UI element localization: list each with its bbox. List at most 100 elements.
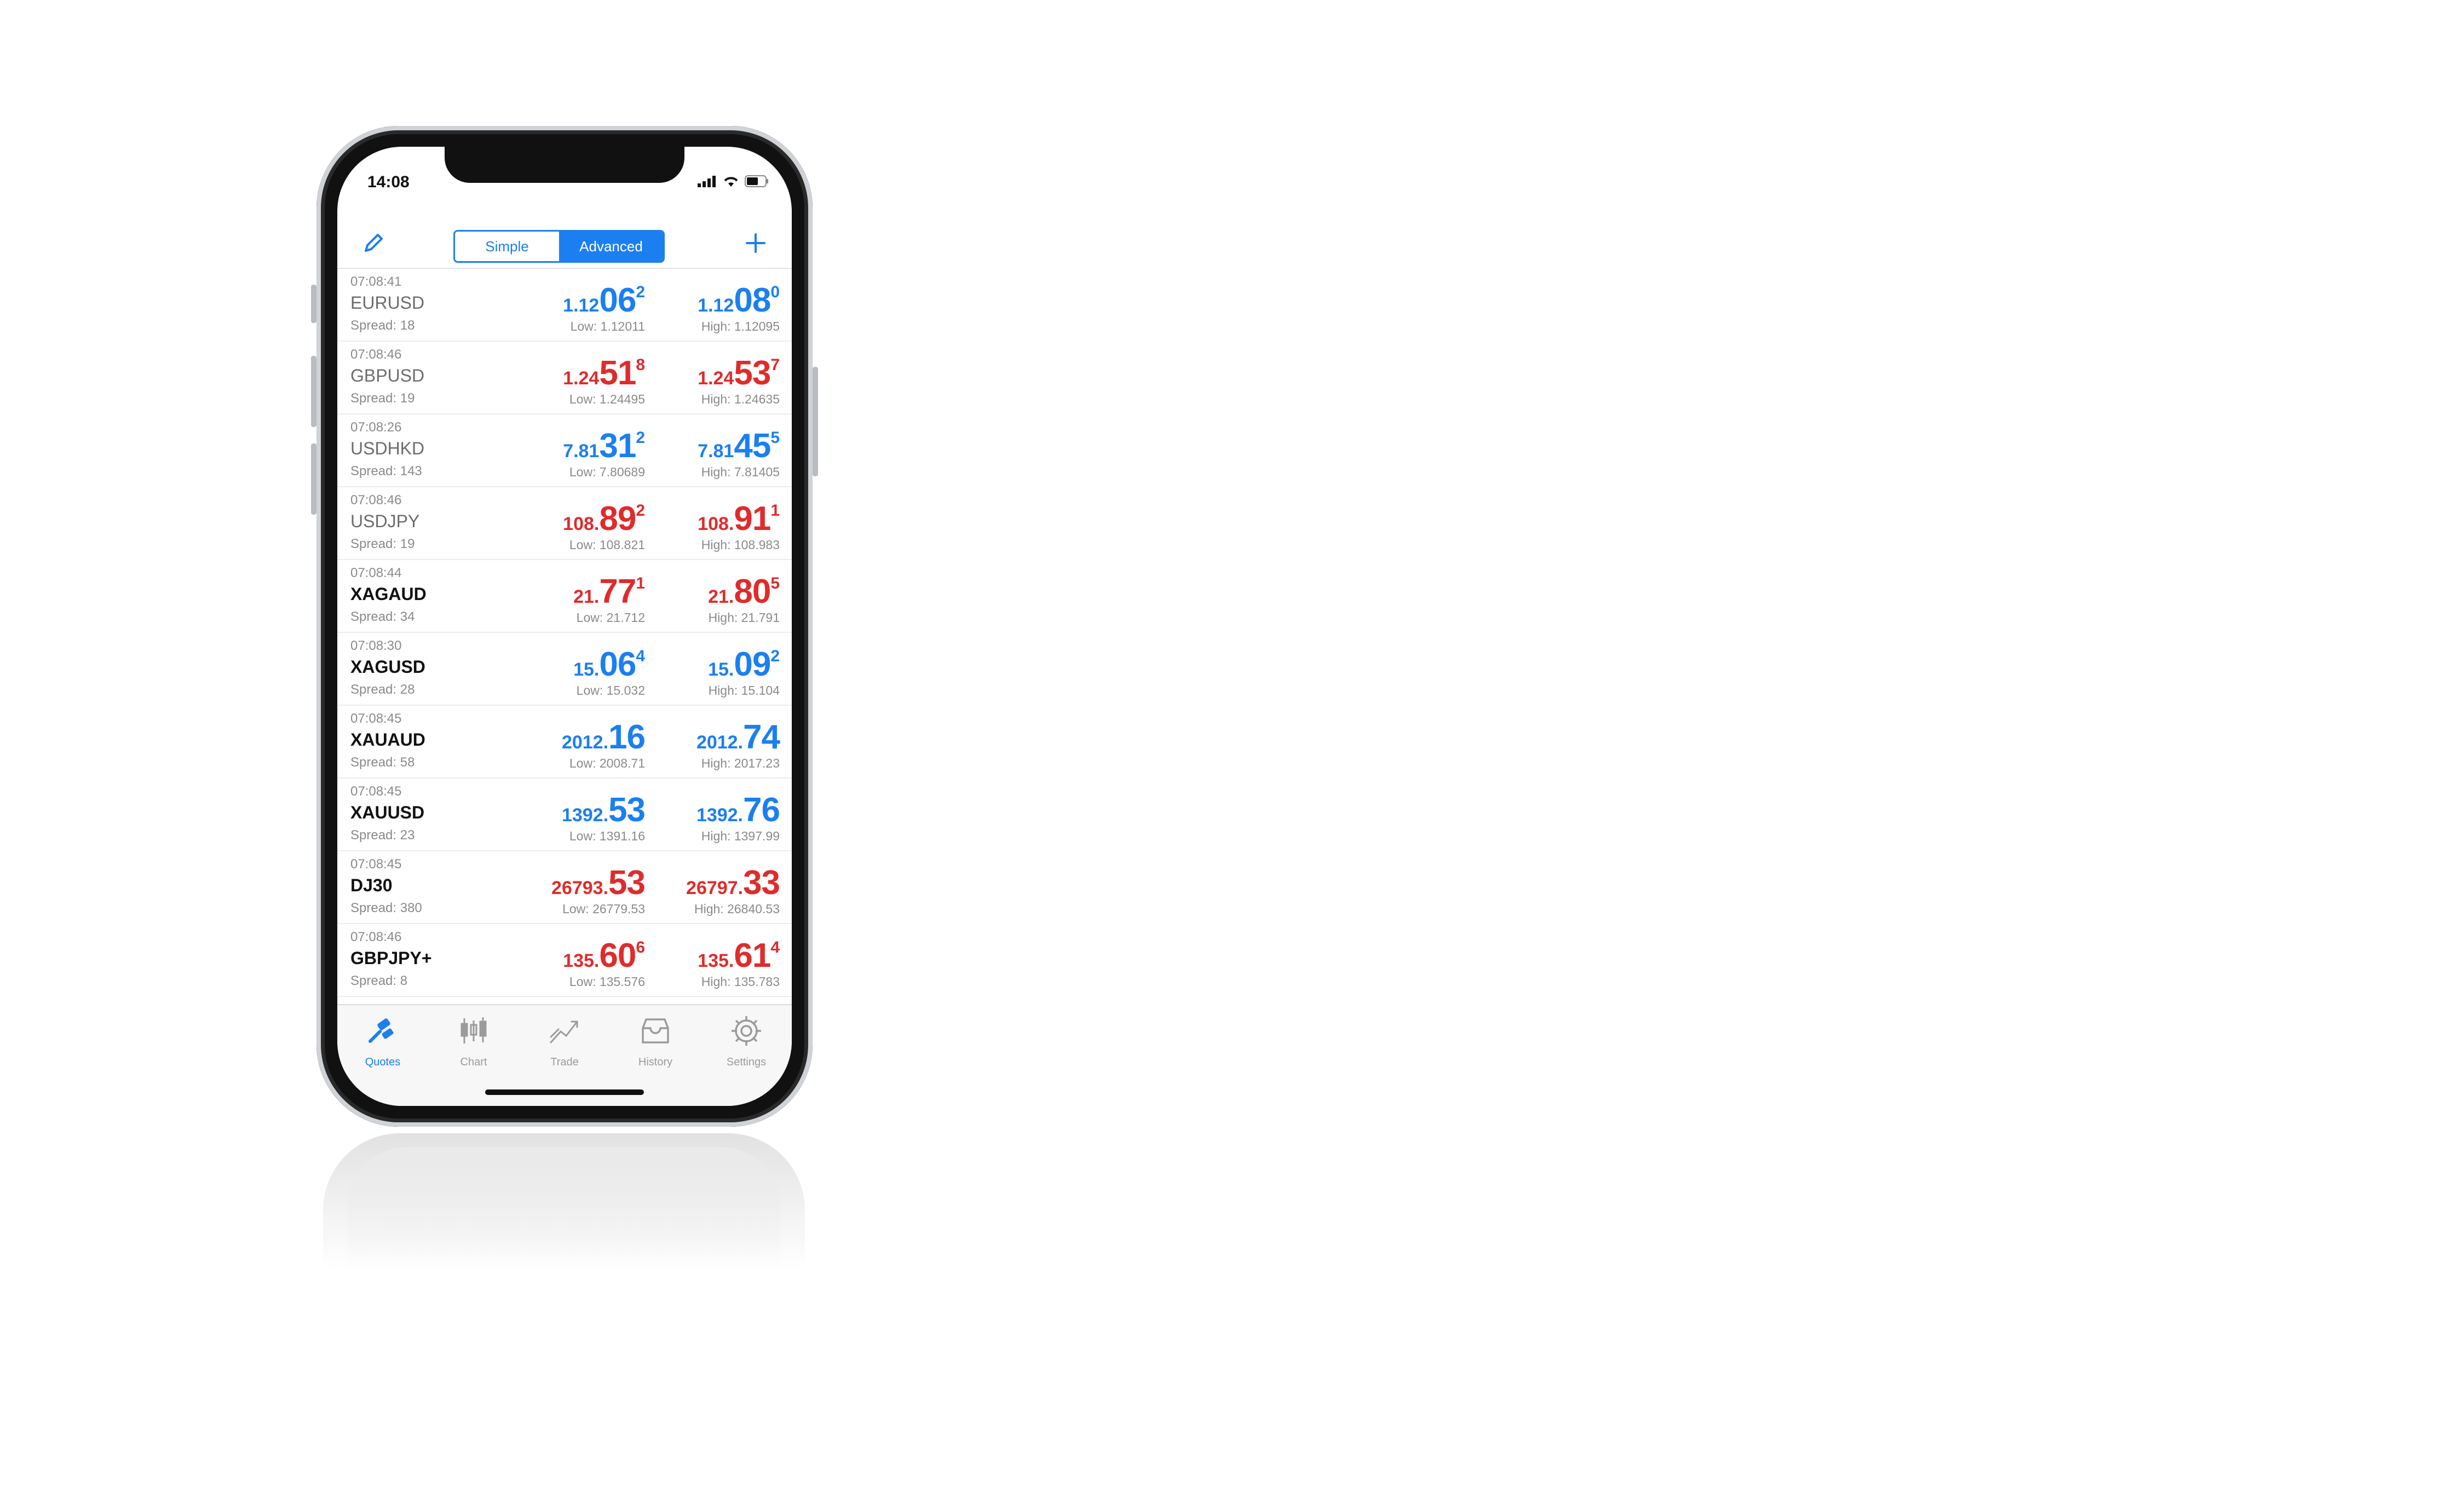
ask-price[interactable]: 1392.76: [696, 791, 780, 829]
quote-symbol: XAGAUD: [350, 584, 427, 604]
bid-price-part: 6: [636, 938, 645, 956]
bid-price-part: 15.: [573, 659, 600, 680]
ask-price[interactable]: 1.12080: [698, 281, 780, 320]
quote-spread: Spread: 8: [350, 973, 408, 988]
quote-row[interactable]: 07:08:41 EURUSD Spread: 18 1.12062 1.12080 Lo…: [337, 269, 792, 342]
bid-price[interactable]: 7.81312: [563, 426, 645, 465]
quote-row[interactable]: 07:08:26 USDHKD Spread: 143 7.81312 7.81455 L…: [337, 414, 792, 487]
tab-trade[interactable]: Trade: [519, 1005, 610, 1106]
ask-price-part: 15.: [708, 659, 734, 680]
bid-price-part: 2: [636, 429, 645, 447]
bid-price-part: 06: [599, 645, 636, 683]
ask-price-part: 5: [770, 429, 780, 447]
mode-advanced-button[interactable]: Advanced: [559, 232, 663, 261]
bid-price[interactable]: 15.064: [573, 645, 645, 684]
plus-icon: [746, 233, 765, 253]
ask-price[interactable]: 2012.74: [696, 718, 780, 757]
bid-price[interactable]: 1.12062: [563, 281, 645, 320]
bid-price[interactable]: 135.606: [563, 936, 645, 975]
ask-price[interactable]: 15.092: [708, 645, 780, 684]
bid-price[interactable]: 2012.16: [562, 718, 646, 757]
quote-row[interactable]: 07:08:30 XAGUSD Spread: 28 15.064 15.092 Low:…: [337, 633, 792, 706]
quote-symbol: USDHKD: [350, 439, 425, 458]
quote-row[interactable]: 07:08:46 GBPUSD Spread: 19 1.24518 1.24537 Lo…: [337, 342, 792, 414]
quote-high: High: 108.983: [701, 538, 780, 552]
quote-row[interactable]: 07:08:46 GBPJPY+ Spread: 8 135.606 135.614 Lo…: [337, 924, 792, 997]
add-symbol-button[interactable]: [740, 228, 771, 258]
ask-price-part: 1.24: [698, 368, 734, 389]
edit-button[interactable]: [358, 228, 389, 258]
quote-low: Low: 26779.53: [562, 902, 645, 916]
quote-time: 07:08:46: [350, 930, 402, 944]
quote-spread: Spread: 34: [350, 609, 415, 624]
quote-symbol: XAUUSD: [350, 803, 425, 822]
ask-price-part: 4: [770, 938, 780, 956]
tab-settings[interactable]: Settings: [701, 1005, 792, 1106]
status-bar: 14:08: [337, 147, 792, 212]
tab-chart[interactable]: Chart: [428, 1005, 519, 1106]
quote-time: 07:08:30: [350, 638, 402, 653]
quote-high: High: 135.783: [701, 975, 780, 989]
quote-time: 07:08:26: [350, 420, 402, 435]
ask-price-part: 91: [734, 500, 771, 538]
tab-label: History: [638, 1056, 673, 1068]
ask-price[interactable]: 21.805: [708, 572, 780, 611]
ask-price-part: 45: [734, 427, 771, 465]
ask-price-part: 53: [734, 354, 771, 392]
quote-row[interactable]: 07:08:46 USDJPY Spread: 19 108.892 108.911 Lo…: [337, 487, 792, 560]
volume-down-button: [311, 443, 316, 515]
bid-price-part: 1.24: [563, 368, 600, 389]
bid-price[interactable]: 26793.53: [551, 863, 646, 902]
mode-simple-button[interactable]: Simple: [455, 232, 559, 261]
bid-price-part: 89: [599, 500, 636, 538]
bid-price-part: 8: [636, 356, 645, 374]
bid-price-part: 2: [636, 283, 645, 301]
quote-low: Low: 1.24495: [569, 392, 645, 406]
bid-price[interactable]: 108.892: [563, 499, 645, 538]
quote-symbol: XAGUSD: [350, 657, 425, 677]
quote-spread: Spread: 143: [350, 464, 422, 478]
quote-spread: Spread: 19: [350, 391, 415, 406]
ask-price-part: 80: [734, 573, 771, 610]
tab-quotes[interactable]: Quotes: [337, 1005, 428, 1106]
quotes-list[interactable]: 07:08:41 EURUSD Spread: 18 1.12062 1.12080 Lo…: [337, 268, 792, 1005]
bid-price-part: 2: [636, 501, 645, 520]
quote-low: Low: 21.712: [576, 610, 645, 625]
chart-icon: [454, 1012, 493, 1053]
quote-time: 07:08:45: [350, 1002, 401, 1005]
bid-price-part: 4: [636, 647, 645, 665]
bid-price[interactable]: 1392.53: [561, 791, 646, 829]
ask-price-part: 1392.: [696, 805, 744, 826]
ask-price-part: 26797.: [686, 878, 744, 898]
quote-row[interactable]: 07:08:45 DJ30 Spread: 380 26793.53 26797.33 L…: [337, 851, 792, 924]
ask-price[interactable]: 108.911: [698, 499, 780, 538]
cellular-signal-icon: [698, 176, 716, 187]
quote-row[interactable]: 07:08:45 XAUAUD Spread: 58 2012.16 2012.74 Lo…: [337, 706, 792, 779]
bid-price[interactable]: 21.771: [573, 572, 645, 611]
ask-price-part: 33: [743, 864, 780, 902]
quote-high: High: 1.12095: [701, 319, 780, 333]
quote-symbol: DJ30: [350, 875, 393, 895]
ask-price-part: 2: [770, 647, 780, 665]
bid-price-part: 1392.: [561, 805, 609, 826]
quote-row[interactable]: 07:08:45 XAUUSD Spread: 23 1392.53 1392.76 Lo…: [337, 779, 792, 851]
quote-spread: Spread: 18: [350, 318, 415, 333]
quote-row[interactable]: 07:08:44 XAGAUD Spread: 34 21.771 21.805 Low:…: [337, 560, 792, 633]
mode-segmented-control: Simple Advanced: [453, 230, 665, 263]
ask-price[interactable]: 26797.33: [686, 863, 780, 902]
ask-price[interactable]: 135.614: [698, 936, 780, 975]
status-time: 14:08: [367, 173, 410, 191]
bid-price-part: 77: [599, 573, 636, 610]
quote-spread: Spread: 28: [350, 682, 415, 697]
ask-price-part: 76: [743, 791, 780, 829]
quote-row[interactable]: 07:08:45AUDJPY+75.35775.365: [337, 997, 792, 1005]
ask-price[interactable]: 1.24537: [698, 354, 780, 393]
bid-price-part: 1.12: [563, 295, 600, 316]
quote-low: Low: 7.80689: [569, 465, 645, 479]
quote-high: High: 1.24635: [701, 392, 780, 406]
tab-history[interactable]: History: [610, 1005, 701, 1106]
bid-price[interactable]: 1.24518: [563, 354, 645, 393]
ask-price-part: 21.: [708, 586, 734, 607]
volume-up-button: [311, 356, 316, 427]
ask-price[interactable]: 7.81455: [698, 426, 780, 465]
